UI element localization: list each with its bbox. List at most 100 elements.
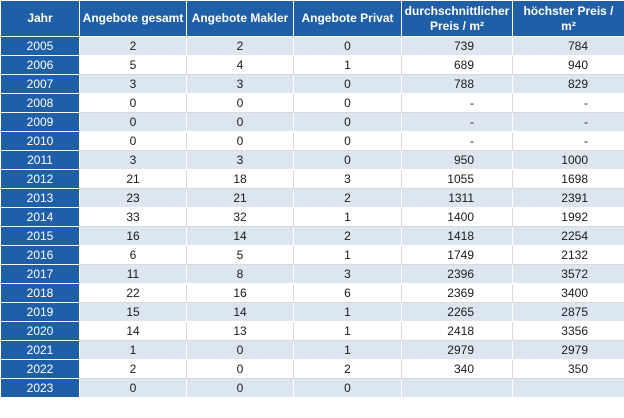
cell-average-price: 2979	[401, 340, 513, 360]
table-row: 2016 6 5 1 1749 2132	[0, 245, 624, 265]
cell-private-offers: 2	[293, 226, 402, 246]
cell-year: 2019	[0, 302, 80, 322]
header-private-offers: Angebote Privat	[293, 0, 402, 37]
cell-total-offers: 1	[79, 340, 187, 360]
cell-total-offers: 3	[79, 150, 187, 170]
header-year: Jahr	[0, 0, 80, 37]
cell-private-offers: 2	[293, 359, 402, 379]
cell-max-price: 1000	[512, 150, 624, 170]
cell-broker-offers: 0	[186, 112, 294, 132]
cell-total-offers: 2	[79, 36, 187, 56]
table-body: 2005 2 2 0 739 784 2006 5 4 1 689 940 2007 3 3 0 788 829 2…	[0, 36, 624, 398]
cell-private-offers: 0	[293, 36, 402, 56]
cell-average-price: 340	[401, 359, 513, 379]
cell-average-price: 1055	[401, 169, 513, 189]
table-row: 2023 0 0 0	[0, 378, 624, 398]
cell-average-price: 2265	[401, 302, 513, 322]
header-total-offers: Angebote gesamt	[79, 0, 187, 37]
cell-max-price: 3572	[512, 264, 624, 284]
cell-average-price: 1418	[401, 226, 513, 246]
cell-broker-offers: 0	[186, 340, 294, 360]
cell-max-price: 784	[512, 36, 624, 56]
table-row: 2010 0 0 0- -	[0, 131, 624, 151]
cell-max-price: 2875	[512, 302, 624, 322]
table-row: 2014 33 32 1 1400 1992	[0, 207, 624, 227]
table-row: 2022 2 0 2 340 350	[0, 359, 624, 379]
cell-private-offers: 1	[293, 207, 402, 227]
cell-total-offers: 0	[79, 378, 187, 398]
table-row: 2021 1 0 1 2979 2979	[0, 340, 624, 360]
cell-private-offers: 2	[293, 188, 402, 208]
cell-total-offers: 0	[79, 112, 187, 132]
cell-private-offers: 1	[293, 340, 402, 360]
cell-total-offers: 6	[79, 245, 187, 265]
cell-year: 2017	[0, 264, 80, 284]
cell-broker-offers: 32	[186, 207, 294, 227]
cell-private-offers: 1	[293, 321, 402, 341]
cell-broker-offers: 5	[186, 245, 294, 265]
cell-year: 2011	[0, 150, 80, 170]
cell-year: 2007	[0, 74, 80, 94]
cell-private-offers: 0	[293, 112, 402, 132]
cell-total-offers: 21	[79, 169, 187, 189]
header-broker-offers: Angebote Makler	[186, 0, 294, 37]
cell-broker-offers: 0	[186, 378, 294, 398]
table-row: 2011 3 3 0 950 1000	[0, 150, 624, 170]
cell-year: 2005	[0, 36, 80, 56]
cell-total-offers: 22	[79, 283, 187, 303]
table-row: 2006 5 4 1 689 940	[0, 55, 624, 75]
table-row: 2018 22 16 6 2369 3400	[0, 283, 624, 303]
cell-total-offers: 14	[79, 321, 187, 341]
cell-year: 2008	[0, 93, 80, 113]
cell-total-offers: 2	[79, 359, 187, 379]
table-row: 2013 23 21 2 1311 2391	[0, 188, 624, 208]
cell-total-offers: 5	[79, 55, 187, 75]
table-row: 2005 2 2 0 739 784	[0, 36, 624, 56]
cell-average-price: -	[401, 112, 513, 132]
cell-max-price: 2391	[512, 188, 624, 208]
cell-total-offers: 11	[79, 264, 187, 284]
table-row: 2019 15 14 1 2265 2875	[0, 302, 624, 322]
cell-total-offers: 23	[79, 188, 187, 208]
cell-broker-offers: 0	[186, 93, 294, 113]
cell-max-price: -	[512, 93, 624, 113]
cell-private-offers: 0	[293, 131, 402, 151]
cell-total-offers: 3	[79, 74, 187, 94]
cell-average-price: 950	[401, 150, 513, 170]
cell-average-price: 2369	[401, 283, 513, 303]
cell-year: 2016	[0, 245, 80, 265]
cell-broker-offers: 16	[186, 283, 294, 303]
cell-private-offers: 1	[293, 302, 402, 322]
table-row: 2009 0 0 0- -	[0, 112, 624, 132]
cell-private-offers: 0	[293, 150, 402, 170]
cell-broker-offers: 14	[186, 302, 294, 322]
cell-max-price: 1992	[512, 207, 624, 227]
cell-year: 2023	[0, 378, 80, 398]
cell-average-price: 788	[401, 74, 513, 94]
table-row: 2008 0 0 0- -	[0, 93, 624, 113]
cell-total-offers: 33	[79, 207, 187, 227]
header-average-price-line2: Preis / m²	[429, 18, 485, 33]
cell-broker-offers: 4	[186, 55, 294, 75]
cell-year: 2010	[0, 131, 80, 151]
table-row: 2015 16 14 2 1418 2254	[0, 226, 624, 246]
cell-total-offers: 0	[79, 131, 187, 151]
cell-max-price: 3356	[512, 321, 624, 341]
cell-private-offers: 1	[293, 55, 402, 75]
table-row: 2020 14 13 1 2418 3356	[0, 321, 624, 341]
cell-max-price: 2132	[512, 245, 624, 265]
cell-year: 2022	[0, 359, 80, 379]
cell-max-price: 829	[512, 74, 624, 94]
cell-broker-offers: 0	[186, 131, 294, 151]
cell-broker-offers: 3	[186, 74, 294, 94]
cell-private-offers: 0	[293, 378, 402, 398]
cell-year: 2021	[0, 340, 80, 360]
cell-broker-offers: 3	[186, 150, 294, 170]
cell-broker-offers: 13	[186, 321, 294, 341]
cell-average-price	[401, 378, 513, 398]
cell-average-price: 2418	[401, 321, 513, 341]
cell-year: 2014	[0, 207, 80, 227]
cell-average-price: -	[401, 131, 513, 151]
table-row: 2007 3 3 0 788 829	[0, 74, 624, 94]
cell-year: 2018	[0, 283, 80, 303]
